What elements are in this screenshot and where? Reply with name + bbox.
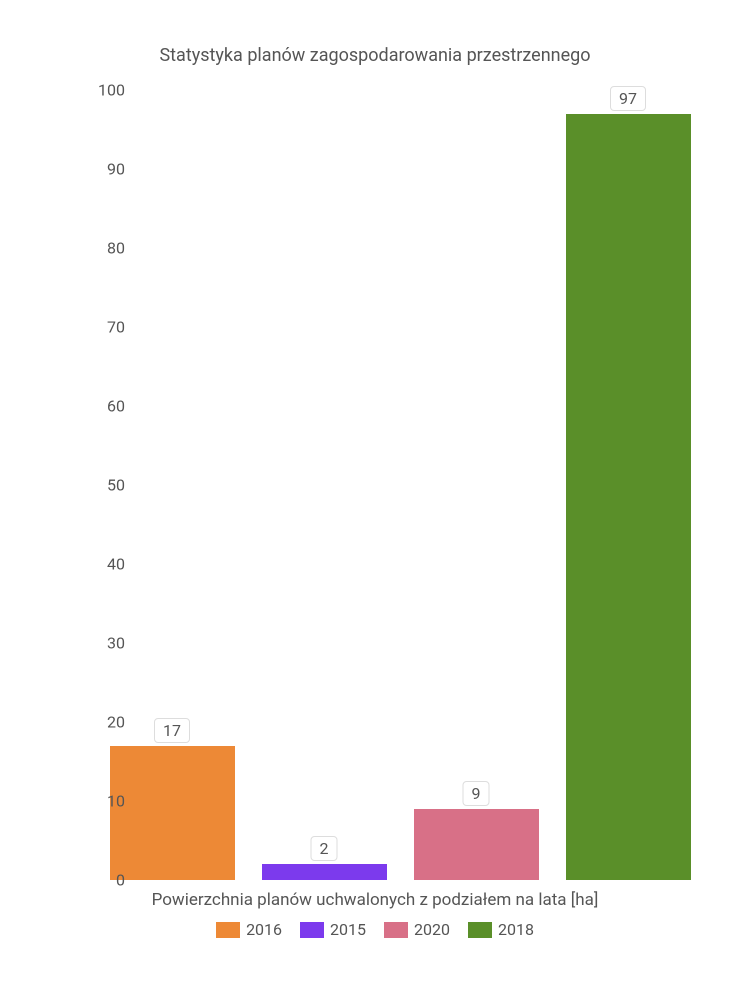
legend-item: 2015 (300, 920, 366, 939)
y-tick-label: 80 (107, 239, 125, 258)
y-tick-label: 50 (107, 476, 125, 495)
x-axis-title: Powierzchnia planów uchwalonych z podzia… (0, 890, 750, 910)
bar: 9 (414, 809, 539, 880)
y-tick-label: 10 (107, 792, 125, 811)
bar-value-label: 97 (610, 86, 646, 111)
legend-label: 2018 (498, 920, 534, 939)
plot-area: 17 2 9 97 (95, 90, 705, 880)
legend-swatch (216, 922, 240, 938)
bar-value-label: 9 (463, 781, 490, 806)
y-tick-label: 40 (107, 555, 125, 574)
y-tick-label: 100 (98, 81, 125, 100)
legend-label: 2020 (414, 920, 450, 939)
legend-item: 2020 (384, 920, 450, 939)
legend-label: 2015 (330, 920, 366, 939)
legend-item: 2016 (216, 920, 282, 939)
bar: 2 (262, 864, 387, 880)
y-tick-label: 60 (107, 397, 125, 416)
chart-title: Statystyka planów zagospodarowania przes… (0, 0, 750, 66)
legend-swatch (468, 922, 492, 938)
bar: 97 (566, 114, 691, 880)
chart-container: Statystyka planów zagospodarowania przes… (0, 0, 750, 1000)
bar-value-label: 2 (311, 836, 338, 861)
bar: 17 (110, 746, 235, 880)
y-tick-label: 30 (107, 634, 125, 653)
y-tick-label: 70 (107, 318, 125, 337)
legend-swatch (384, 922, 408, 938)
y-tick-label: 0 (116, 871, 125, 890)
y-tick-label: 20 (107, 713, 125, 732)
y-tick-label: 90 (107, 160, 125, 179)
legend-label: 2016 (246, 920, 282, 939)
legend: 2016 2015 2020 2018 (0, 920, 750, 939)
bar-value-label: 17 (154, 718, 190, 743)
legend-swatch (300, 922, 324, 938)
legend-item: 2018 (468, 920, 534, 939)
